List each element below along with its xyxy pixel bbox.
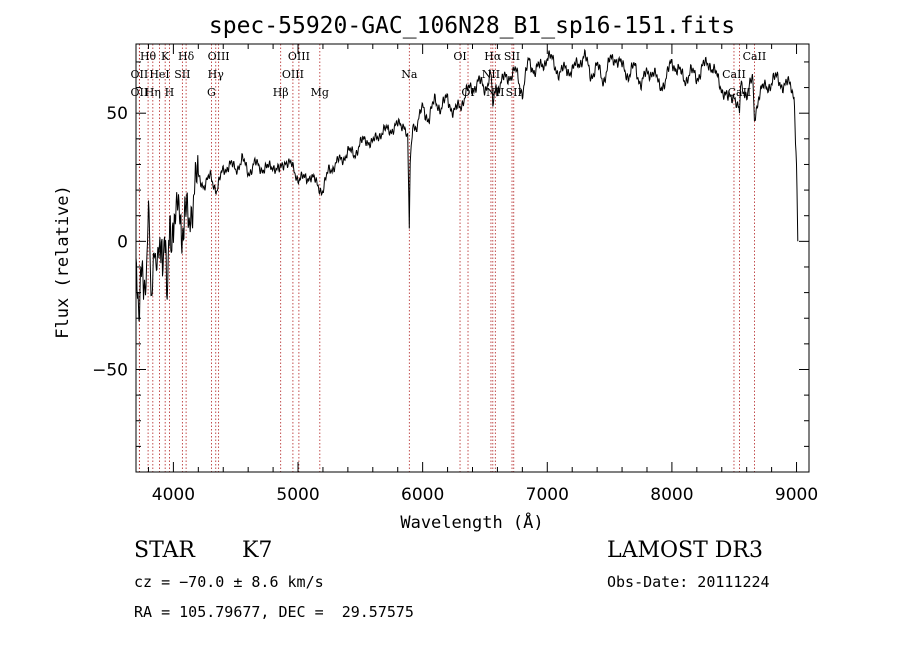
spectral-line-label: SII xyxy=(506,86,522,99)
spectral-line-label: OII xyxy=(131,68,149,81)
x-tick-label: 8000 xyxy=(650,485,693,505)
spectral-line-label: Na xyxy=(401,68,418,81)
spectral-line-label: G xyxy=(207,86,216,99)
survey-name: LAMOST DR3 xyxy=(607,538,763,563)
x-tick-label: 5000 xyxy=(276,485,319,505)
spectral-line-label: OIII xyxy=(282,68,304,81)
spectral-line-label: Hβ xyxy=(273,86,289,99)
x-axis-label: Wavelength (Å) xyxy=(400,511,543,533)
spectral-line-label: HeI xyxy=(149,68,169,81)
object-subclass: K7 xyxy=(242,538,273,563)
axes: 4000 5000 6000 7000 8000 9000 −50 0 50 xyxy=(92,43,818,505)
y-tick-label: 50 xyxy=(106,104,128,124)
y-tick-label: 0 xyxy=(117,232,128,252)
spectral-line-label: OI xyxy=(461,86,474,99)
x-tick-label: 9000 xyxy=(775,485,818,505)
object-class: STAR xyxy=(134,538,195,563)
redshift-velocity: cz = −70.0 ± 8.6 km/s xyxy=(134,573,324,591)
spectral-line-label: NII xyxy=(486,86,504,99)
spectral-line-label: CaII xyxy=(722,68,746,81)
y-axis-label: Flux (relative) xyxy=(53,185,73,339)
spectral-line-label: CaII xyxy=(743,50,767,63)
spectral-line-label: OIII xyxy=(288,50,310,63)
spectral-line-label: H xyxy=(165,86,175,99)
x-tick-label: 6000 xyxy=(401,485,444,505)
spectral-line-label: Hα xyxy=(484,50,502,63)
spectral-line-label: Hδ xyxy=(178,50,195,63)
spectral-line-label: CaII xyxy=(728,86,752,99)
flux-series xyxy=(135,48,799,322)
spectral-line-label: OI xyxy=(453,50,466,63)
spectral-line-label: SII xyxy=(504,50,520,63)
spectral-line-label: Hθ xyxy=(140,50,157,63)
y-tick-label: −50 xyxy=(92,360,128,380)
flux-line xyxy=(135,48,799,322)
line-marker-layer xyxy=(138,44,755,472)
plot-frame xyxy=(135,43,810,473)
spectral-line-label: NII xyxy=(482,68,500,81)
x-tick-label: 4000 xyxy=(152,485,195,505)
chart-title: spec-55920-GAC_106N28_B1_sp16-151.fits xyxy=(209,13,735,39)
spectral-line-label: Mg xyxy=(311,86,329,99)
spectral-line-label: SII xyxy=(174,68,190,81)
spectral-line-label: K xyxy=(161,50,170,63)
observation-date: Obs-Date: 20111224 xyxy=(607,573,770,591)
spectral-line-label: OIII xyxy=(208,50,230,63)
x-tick-label: 7000 xyxy=(526,485,569,505)
coordinates: RA = 105.79677, DEC = 29.57575 xyxy=(134,603,414,621)
spectral-line-label: Hγ xyxy=(208,68,225,81)
spectral-line-label: OII xyxy=(131,86,149,99)
spectral-line-label: Hη xyxy=(145,86,161,99)
